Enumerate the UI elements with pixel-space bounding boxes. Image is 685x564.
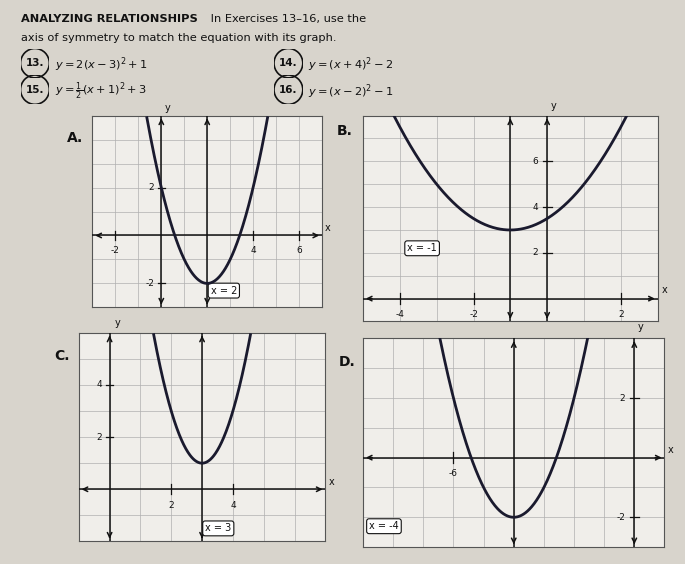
Text: x = -4: x = -4	[369, 521, 399, 531]
Text: $y = 2(x-3)^2+1$: $y = 2(x-3)^2+1$	[55, 56, 147, 74]
Text: 2: 2	[169, 501, 174, 510]
Text: x: x	[324, 223, 330, 233]
Text: -2: -2	[145, 279, 154, 288]
Text: y: y	[551, 101, 557, 111]
Text: A.: A.	[67, 131, 84, 145]
Text: 4: 4	[533, 202, 538, 212]
Text: x = 3: x = 3	[206, 523, 232, 534]
Text: x: x	[667, 444, 673, 455]
Text: B.: B.	[336, 124, 352, 138]
Text: 4: 4	[230, 501, 236, 510]
Text: x: x	[328, 477, 334, 487]
Text: -2: -2	[616, 513, 625, 522]
Text: -6: -6	[449, 469, 458, 478]
Text: In Exercises 13–16, use the: In Exercises 13–16, use the	[207, 14, 366, 24]
Text: 2: 2	[97, 433, 102, 442]
Text: $y = (x+4)^2-2$: $y = (x+4)^2-2$	[308, 56, 393, 74]
Text: 2: 2	[618, 310, 623, 319]
Text: 4: 4	[97, 381, 102, 389]
Text: $y = (x-2)^2-1$: $y = (x-2)^2-1$	[308, 82, 394, 100]
Text: 2: 2	[149, 183, 154, 192]
Text: 4: 4	[250, 246, 256, 255]
Text: 14.: 14.	[279, 58, 298, 68]
Text: C.: C.	[54, 350, 70, 363]
Text: y: y	[165, 103, 171, 113]
Text: 13.: 13.	[25, 58, 45, 68]
Text: 6: 6	[532, 157, 538, 166]
Text: ANALYZING RELATIONSHIPS: ANALYZING RELATIONSHIPS	[21, 14, 197, 24]
Text: 2: 2	[533, 248, 538, 257]
Text: y: y	[637, 323, 643, 332]
Text: x: x	[661, 285, 667, 295]
Text: -2: -2	[469, 310, 478, 319]
Text: y: y	[114, 318, 120, 328]
Text: $y = \frac{1}{2}(x+1)^2+3$: $y = \frac{1}{2}(x+1)^2+3$	[55, 81, 147, 102]
Text: 16.: 16.	[279, 85, 298, 95]
Text: 2: 2	[620, 394, 625, 403]
Text: -2: -2	[111, 246, 120, 255]
Text: axis of symmetry to match the equation with its graph.: axis of symmetry to match the equation w…	[21, 33, 336, 43]
Text: x = -1: x = -1	[407, 243, 437, 253]
Text: x = 2: x = 2	[211, 285, 237, 296]
Text: 6: 6	[296, 246, 302, 255]
Text: D.: D.	[339, 355, 356, 369]
Text: -4: -4	[395, 310, 404, 319]
Text: 15.: 15.	[25, 85, 45, 95]
